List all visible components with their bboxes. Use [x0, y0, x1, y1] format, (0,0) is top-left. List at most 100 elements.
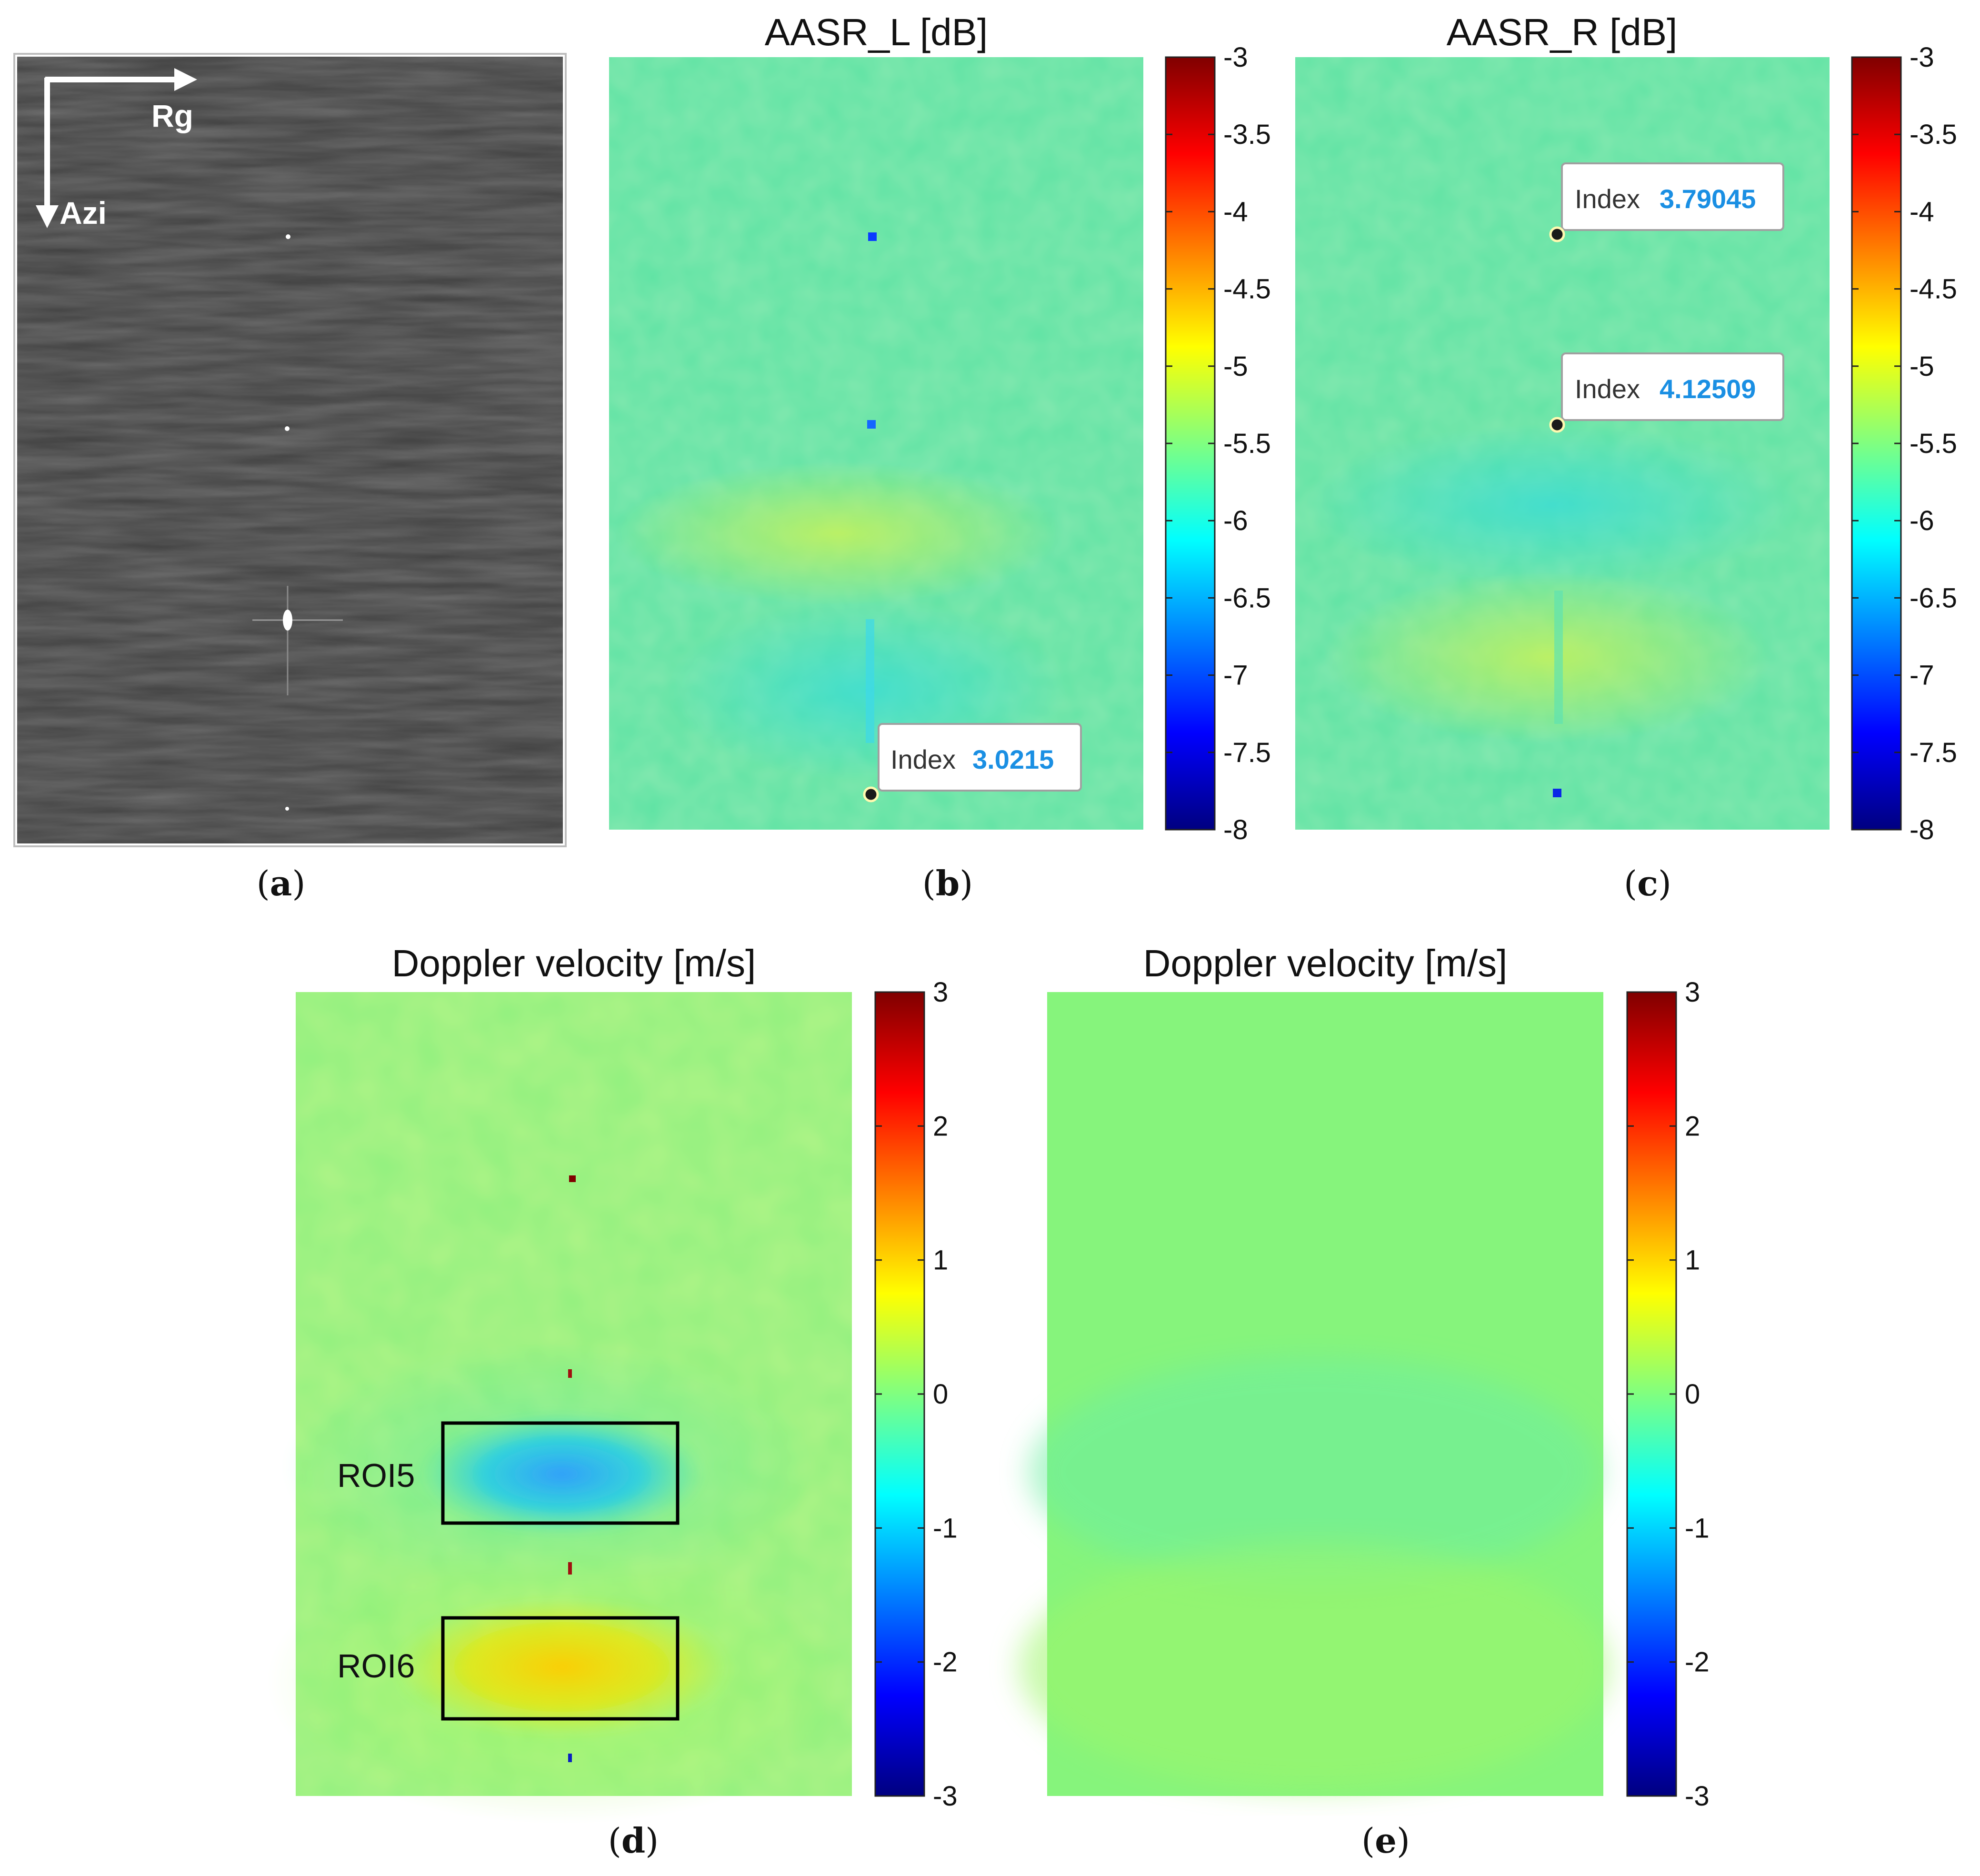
colorbar-d-ticks: 3 2 1 0 -1 -2 -3: [875, 977, 958, 1812]
caption-e: (e): [1361, 1820, 1410, 1861]
caption-c: (c): [1624, 863, 1671, 903]
panel-d: Doppler velocity [m/s] ROI5 ROI6 3 2 1 0 -1 -…: [267, 942, 958, 1861]
datatip-box: [1561, 352, 1784, 421]
roi5-box: [441, 1421, 680, 1525]
colorbar-tick-label: -5: [1910, 351, 1934, 382]
target-point: [283, 610, 292, 631]
datatip-label: Index: [1575, 184, 1640, 214]
colorbar-tick-label: 0: [933, 1379, 948, 1410]
colorbar-d: [874, 991, 925, 1797]
doppler-d-hotspot: [569, 1175, 576, 1182]
colorbar-c-ticks: -3 -3.5 -4 -4.5 -5 -5.5 -6 -6.5 -7 -7.5 -8: [1852, 42, 1957, 845]
datatip-marker: [863, 786, 879, 803]
roi6-box: [441, 1616, 680, 1721]
datatip-c-2[interactable]: Index 4.12509: [1549, 352, 1784, 433]
colorbar-tick-label: 3: [933, 977, 948, 1008]
colorbar-tick-label: 2: [933, 1111, 948, 1142]
azimuth-label: Azi: [60, 195, 107, 231]
colorbar-tick-label: -4: [1910, 196, 1934, 227]
colorbar-b: [1165, 56, 1216, 831]
datatip-box: [1561, 162, 1784, 231]
caption-d: (d): [608, 1820, 659, 1861]
target-point: [286, 234, 290, 239]
colorbar-tick-label: -5.5: [1910, 428, 1957, 459]
colorbar-tick-label: -5.5: [1223, 428, 1271, 459]
direction-indicator: Rg Azi: [36, 68, 197, 231]
colorbar-tick-label: -4.5: [1223, 274, 1271, 305]
doppler-e-cyan-area: [1029, 1357, 1600, 1586]
doppler-e-yellow-area: [1019, 1543, 1610, 1791]
datatip-label: Index: [1575, 374, 1640, 404]
colorbar-tick-label: 0: [1685, 1379, 1700, 1410]
colorbar-tick-label: 1: [933, 1245, 948, 1276]
datatip-b[interactable]: Index 3.0215: [863, 723, 1082, 803]
roi5[interactable]: ROI5: [337, 1421, 680, 1525]
colorbar-tick-label: -4: [1223, 196, 1248, 227]
panel-b: AASR_L [dB] Index 3.0215 -3-3.5-4-4.5-5-…: [609, 11, 1271, 903]
colorbar-tick-label: -7: [1223, 660, 1248, 691]
colorbar-tick-label: -2: [933, 1647, 958, 1678]
target-point: [285, 426, 290, 431]
panel-c: AASR_R [dB] Index 3.79045 Index 4.12509 …: [1295, 11, 1957, 903]
doppler-d-hotspot: [568, 1562, 572, 1575]
sar-texture: [17, 57, 563, 843]
colorbar-tick-label: -3.5: [1223, 119, 1271, 150]
colorbar-tick-label: -4.5: [1910, 274, 1957, 305]
doppler-d-hotspot: [568, 1754, 572, 1762]
aasr-l-lime-band: [614, 462, 1062, 605]
colorbar-tick-label: -6.5: [1910, 582, 1957, 613]
aasr-l-hotspot: [868, 232, 877, 241]
colorbar-tick-label: -6: [1223, 505, 1248, 536]
colorbar-tick-label: -3: [1910, 42, 1934, 73]
datatip-value: 4.12509: [1660, 374, 1756, 404]
colorbar-tick-label: -3: [933, 1781, 958, 1812]
colorbar-c: [1851, 56, 1902, 831]
panel-a: Rg Azi (a): [13, 53, 567, 903]
aasr-r-cyan-band: [1305, 424, 1800, 586]
colorbar-tick-label: 3: [1685, 977, 1700, 1008]
colorbar-tick-label: -7: [1910, 660, 1934, 691]
colorbar-tick-label: -6.5: [1223, 582, 1271, 613]
roi5-label: ROI5: [337, 1457, 415, 1494]
colorbar-tick-label: -3: [1685, 1781, 1710, 1812]
colorbar-tick-label: -3.5: [1910, 119, 1957, 150]
colorbar-tick-label: -7.5: [1910, 737, 1957, 768]
panel-c-title: AASR_R [dB]: [1447, 11, 1678, 53]
panel-e-title: Doppler velocity [m/s]: [1143, 942, 1508, 984]
doppler-d-blue-blob: [419, 1412, 705, 1536]
range-label: Rg: [151, 98, 193, 133]
panel-d-title: Doppler velocity [m/s]: [392, 942, 756, 984]
aasr-r-stripe: [1554, 591, 1563, 724]
datatip-marker: [1549, 417, 1565, 433]
doppler-d-yellow-blob: [390, 1595, 733, 1738]
datatip-label: Index: [890, 744, 956, 774]
caption-a: (a): [257, 863, 306, 903]
colorbar-e: [1626, 991, 1677, 1797]
colorbar-tick-label: -1: [1685, 1513, 1710, 1544]
aasr-r-lime-band: [1324, 572, 1771, 743]
colorbar-tick-label: -2: [1685, 1647, 1710, 1678]
caption-b: (b): [922, 863, 973, 903]
panel-e: Doppler velocity [m/s] 3 2 1 0 -1 -2 -3 (e): [1019, 942, 1710, 1861]
aasr-r-hotspot: [1553, 789, 1561, 797]
colorbar-tick-label: -8: [1223, 814, 1248, 845]
colorbar-tick-label: -6: [1910, 505, 1934, 536]
colorbar-tick-label: 1: [1685, 1245, 1700, 1276]
target-point: [285, 807, 289, 811]
panel-b-title: AASR_L [dB]: [765, 11, 988, 53]
aasr-l-stripe: [866, 619, 874, 743]
datatip-box: [878, 723, 1082, 792]
colorbar-tick-label: 2: [1685, 1111, 1700, 1142]
sar-targets: [252, 234, 343, 811]
datatip-marker: [1549, 226, 1565, 242]
datatip-c-1[interactable]: Index 3.79045: [1549, 162, 1784, 242]
roi6[interactable]: ROI6: [337, 1616, 680, 1721]
colorbar-tick-label: -7.5: [1223, 737, 1271, 768]
doppler-d-hotspot: [568, 1369, 572, 1378]
colorbar-tick-label: -3: [1223, 42, 1248, 73]
roi6-label: ROI6: [337, 1647, 415, 1685]
colorbar-tick-label: -1: [933, 1513, 958, 1544]
colorbar-e-ticks: 3 2 1 0 -1 -2 -3: [1627, 977, 1710, 1812]
aasr-l-hotspot: [867, 420, 876, 429]
